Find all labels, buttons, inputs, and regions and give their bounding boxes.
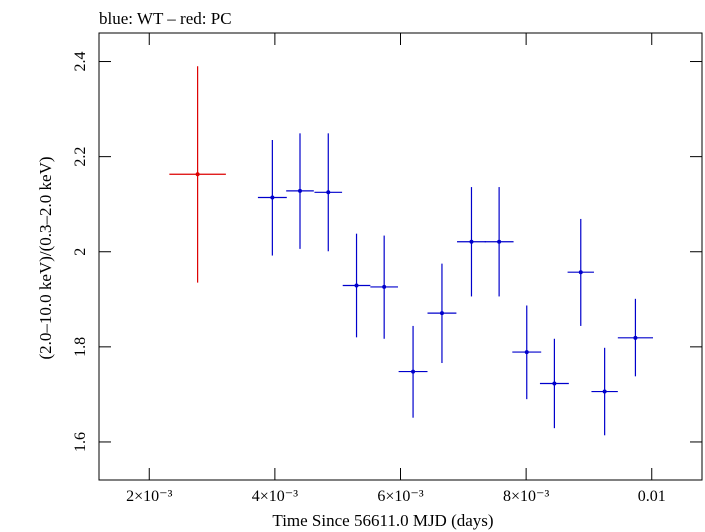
- data-point: [382, 284, 387, 289]
- y-tick-label: 1.6: [72, 432, 89, 452]
- data-point: [578, 270, 583, 275]
- x-tick-label: 8×10⁻³: [503, 488, 549, 505]
- x-tick-label: 0.01: [638, 488, 666, 505]
- axis-tick-labels: 2×10⁻³ 4×10⁻³ 6×10⁻³ 8×10⁻³ 0.01 1.6 1.8 2 2.2 2.…: [72, 52, 666, 505]
- x-axis-label: Time Since 56611.0 MJD (days): [272, 511, 493, 530]
- x-tick-label: 6×10⁻³: [377, 488, 423, 505]
- chart-title: blue: WT – red: PC: [99, 9, 232, 28]
- data-point: [439, 311, 444, 316]
- data-point: [354, 283, 359, 288]
- data-point: [552, 381, 557, 386]
- data-point: [326, 190, 331, 195]
- data-series: [257, 133, 654, 436]
- data-point: [602, 389, 607, 394]
- y-tick-label: 2: [72, 248, 89, 256]
- data-series: [169, 66, 226, 283]
- data-point: [524, 350, 529, 355]
- y-axis-label: (2.0–10.0 keV)/(0.3–2.0 keV): [36, 156, 55, 359]
- data-point: [411, 369, 416, 374]
- data-point: [298, 188, 302, 193]
- data-points: [169, 66, 654, 436]
- data-point: [497, 239, 502, 244]
- y-tick-label: 2.4: [72, 52, 89, 72]
- axis-ticks: [99, 33, 702, 480]
- data-point: [633, 335, 638, 340]
- plot-frame: [98, 32, 703, 481]
- data-point: [195, 172, 200, 177]
- y-tick-label: 2.2: [72, 147, 89, 167]
- data-point: [469, 239, 474, 244]
- data-point: [270, 195, 275, 200]
- x-tick-label: 4×10⁻³: [252, 488, 298, 505]
- y-tick-label: 1.8: [72, 337, 89, 357]
- x-tick-label: 2×10⁻³: [126, 488, 172, 505]
